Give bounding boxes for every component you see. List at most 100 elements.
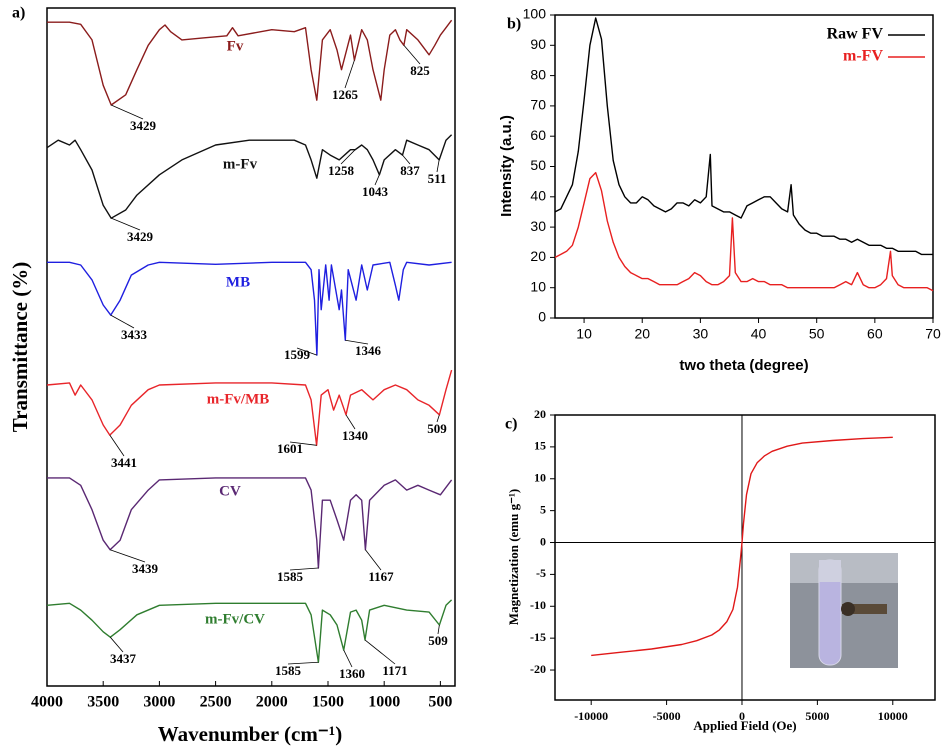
series-label: Fv — [227, 38, 244, 54]
series-label: m-Fv — [223, 156, 258, 172]
series-label: CV — [219, 483, 241, 499]
peak-leader — [109, 434, 125, 457]
peak-leader — [345, 414, 356, 430]
legend-label: m-FV — [843, 48, 883, 65]
x-tick-label: 3000 — [143, 694, 175, 711]
series-line — [46, 599, 453, 663]
peak-leader — [111, 217, 141, 231]
y-tick-label: 100 — [523, 6, 547, 22]
peak-leader — [344, 60, 355, 89]
x-axis-label: Wavenumber (cm⁻¹) — [158, 722, 342, 746]
y-tick-label: 30 — [530, 218, 546, 234]
y-tick-label: 80 — [530, 66, 546, 82]
peak-leader — [109, 636, 124, 653]
y-tick-label: 5 — [540, 502, 546, 516]
magnet-head — [841, 602, 855, 616]
panel-label: b) — [507, 16, 521, 33]
peak-label: 1599 — [284, 347, 311, 362]
series-line — [47, 19, 453, 106]
x-tick-label: 1500 — [312, 694, 344, 711]
x-tick-label: 1000 — [368, 694, 400, 711]
peak-leader — [110, 314, 135, 329]
peak-leader — [403, 45, 421, 65]
series-line — [46, 369, 453, 446]
peak-label: 3439 — [132, 561, 159, 576]
x-tick-label: 70 — [925, 326, 941, 342]
x-tick-label: 10 — [576, 326, 592, 342]
x-tick-label: -5000 — [653, 709, 681, 723]
peak-label: 3441 — [111, 455, 137, 470]
series-label: m-Fv/MB — [207, 391, 269, 407]
y-tick-label: 15 — [534, 439, 546, 453]
y-tick-label: 10 — [530, 278, 546, 294]
peak-leader — [437, 624, 440, 635]
series-label: MB — [226, 274, 250, 290]
peak-leader — [365, 549, 382, 571]
y-axis-label: Transmittance (%) — [8, 262, 32, 433]
series-line — [554, 171, 934, 292]
peak-leader — [436, 159, 440, 173]
peak-label: 3429 — [127, 229, 154, 244]
peak-label: 509 — [427, 421, 447, 436]
peak-label: 1360 — [339, 666, 365, 681]
peak-leader — [345, 339, 369, 345]
x-tick-label: 40 — [751, 326, 767, 342]
inset-photo — [790, 553, 898, 668]
series-line — [47, 477, 453, 569]
peak-label: 511 — [428, 171, 447, 186]
peak-leader — [109, 549, 146, 563]
y-tick-label: 0 — [538, 309, 546, 325]
peak-leader — [364, 639, 396, 665]
x-tick-label: 500 — [428, 694, 452, 711]
peak-label: 3437 — [110, 651, 137, 666]
y-tick-label: -10 — [530, 598, 546, 612]
x-tick-label: 30 — [693, 326, 709, 342]
peak-label: 1346 — [355, 343, 382, 358]
peak-label: 825 — [410, 63, 430, 78]
x-tick-label: 50 — [809, 326, 825, 342]
x-tick-label: -10000 — [574, 709, 608, 723]
peak-label: 1167 — [368, 569, 394, 584]
x-tick-label: 20 — [634, 326, 650, 342]
x-tick-label: 4000 — [31, 694, 63, 711]
peak-leader — [111, 104, 144, 120]
peak-label: 1171 — [382, 663, 407, 678]
y-tick-label: -15 — [530, 630, 546, 644]
peak-leader — [289, 441, 317, 446]
peak-leader — [287, 661, 319, 665]
y-tick-label: 50 — [530, 157, 546, 173]
series-line — [47, 261, 452, 356]
series-line — [554, 17, 933, 256]
peak-leader — [289, 567, 319, 571]
peak-label: 1585 — [275, 663, 302, 678]
y-tick-label: 40 — [530, 188, 546, 204]
peak-label: 1340 — [342, 428, 368, 443]
peak-leader — [296, 347, 317, 356]
y-tick-label: 20 — [530, 248, 546, 264]
x-axis-label: two theta (degree) — [679, 357, 808, 374]
y-tick-label: 10 — [534, 471, 546, 485]
series-line — [591, 436, 893, 657]
y-axis-label: Intensity (a.u.) — [498, 115, 515, 217]
x-tick-label: 10000 — [878, 709, 908, 723]
peak-label: 1601 — [277, 441, 303, 456]
x-axis-label: Applied Field (Oe) — [693, 718, 796, 733]
peak-label: 1265 — [332, 87, 359, 102]
x-tick-label: 2000 — [256, 694, 288, 711]
x-tick-label: 5000 — [805, 709, 829, 723]
magnet — [842, 604, 887, 614]
peak-label: 1043 — [362, 184, 389, 199]
x-tick-label: 2500 — [200, 694, 232, 711]
x-tick-label: 3500 — [87, 694, 119, 711]
peak-leader — [340, 149, 356, 165]
peak-leader — [402, 154, 411, 165]
legend-label: Raw FV — [827, 26, 884, 43]
tube-top — [819, 560, 841, 582]
plot-frame — [554, 414, 936, 701]
series-line — [46, 134, 453, 219]
series-label: m-Fv/CV — [205, 611, 265, 627]
peak-label: 1585 — [277, 569, 304, 584]
y-tick-label: 70 — [530, 97, 546, 113]
y-tick-label: -20 — [530, 662, 546, 676]
